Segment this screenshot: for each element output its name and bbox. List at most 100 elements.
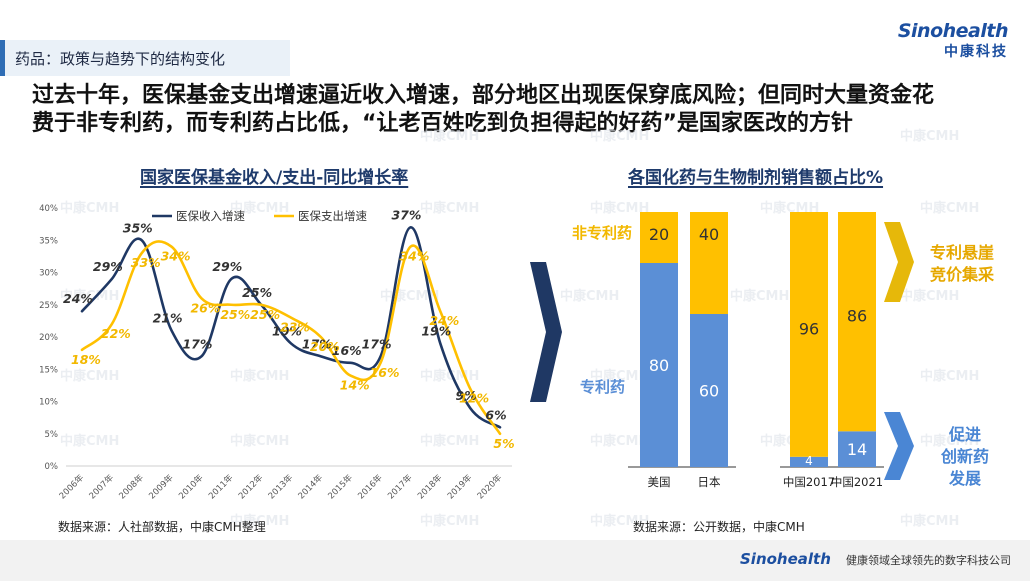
- footer-logo: Sinohealth: [740, 550, 831, 568]
- bar-segment-non-patent: [838, 212, 876, 432]
- y-tick-label: 40%: [39, 204, 58, 214]
- annotation-bottom: 创新药: [940, 447, 989, 466]
- bar-value-label: 86: [847, 307, 867, 326]
- x-tick-label: 2016年: [356, 472, 385, 501]
- data-label: 37%: [391, 207, 421, 222]
- bar-value-label: 40: [699, 225, 719, 244]
- data-label: 22%: [101, 326, 131, 341]
- legend-label: 医保收入增速: [176, 209, 245, 223]
- headline-line-2: 费于非专利药，而专利药占比低，“让老百姓吃到负担得起的好药”是国家医改的方针: [32, 111, 853, 136]
- data-label: 20%: [310, 339, 340, 354]
- bar-segment-patent: [790, 456, 828, 467]
- watermark-text: 中康CMH: [590, 200, 649, 216]
- chevron-arrow-icon: [530, 262, 562, 402]
- y-tick-label: 30%: [39, 269, 58, 279]
- data-label: 12%: [459, 391, 489, 406]
- section-tag: 药品：政策与趋势下的结构变化: [0, 40, 290, 76]
- bar-value-label: 60: [699, 382, 719, 401]
- annotation-top: 专利悬崖: [930, 243, 994, 262]
- watermark-text: 中康CMH: [590, 368, 649, 384]
- category-label: 美国: [648, 475, 671, 489]
- data-label: 16%: [370, 365, 400, 380]
- annotation-bottom: 发展: [948, 469, 982, 488]
- watermark-text: 中康CMH: [900, 513, 959, 529]
- series-line-expense: [80, 240, 502, 436]
- y-tick-label: 15%: [39, 365, 58, 375]
- data-label: 14%: [340, 378, 370, 393]
- data-label: 17%: [302, 336, 332, 351]
- x-tick-label: 2013年: [266, 472, 295, 501]
- watermark-text: 中康CMH: [60, 288, 119, 304]
- x-tick-label: 2008年: [117, 472, 146, 501]
- watermark-layer: 中康CMH 中康CMH 中康CMH 中康CMH 中康CMH 中康CMH 中康CMH 中康CMH…: [60, 128, 979, 529]
- category-label: 中国2017: [783, 475, 835, 489]
- y-tick-label: 0%: [45, 462, 59, 472]
- y-tick-label: 10%: [39, 398, 58, 408]
- line-chart-source: 数据来源：人社部数据，中康CMH整理: [58, 520, 266, 534]
- footer: Sinohealth 健康领域全球领先的数字科技公司: [0, 540, 1030, 581]
- data-label: 6%: [485, 407, 506, 422]
- y-tick-label: 35%: [39, 236, 58, 246]
- data-label: 16%: [332, 343, 362, 358]
- data-label: 34%: [161, 249, 191, 264]
- watermark-text: 中康CMH: [60, 433, 119, 449]
- y-tick-label: 25%: [39, 301, 58, 311]
- brand-logo-cn: 中康科技: [944, 44, 1008, 60]
- bar-segment-patent: [838, 431, 876, 467]
- y-tick-label: 20%: [39, 333, 58, 343]
- watermark-text: 中康CMH: [230, 513, 289, 529]
- section-tag-label: 药品：政策与趋势下的结构变化: [15, 50, 226, 68]
- data-label: 23%: [280, 320, 310, 335]
- brand-logo-en: Sinohealth: [897, 20, 1009, 42]
- x-tick-label: 2014年: [296, 472, 325, 501]
- x-tick-label: 2020年: [475, 472, 504, 501]
- watermark-text: 中康CMH: [230, 433, 289, 449]
- bar-segment-patent: [640, 263, 678, 467]
- data-label: 25%: [242, 285, 272, 300]
- watermark-text: 中康CMH: [420, 200, 479, 216]
- watermark-text: 中康CMH: [420, 513, 479, 529]
- x-tick-label: 2012年: [236, 472, 265, 501]
- watermark-text: 中康CMH: [590, 128, 649, 144]
- watermark-text: 中康CMH: [230, 200, 289, 216]
- x-tick-label: 2019年: [445, 472, 474, 501]
- x-tick-label: 2011年: [206, 472, 235, 501]
- watermark-text: 中康CMH: [420, 433, 479, 449]
- bar-value-label: 96: [799, 319, 819, 338]
- watermark-text: 中康CMH: [900, 128, 959, 144]
- watermark-text: 中康CMH: [60, 200, 119, 216]
- brand-logo: Sinohealth 中康科技: [897, 20, 1009, 61]
- annotation-top: 竞价集采: [930, 265, 994, 284]
- watermark-text: 中康CMH: [920, 368, 979, 384]
- data-label: 9%: [456, 388, 477, 403]
- y-tick-label: 5%: [45, 430, 59, 440]
- data-label: 34%: [399, 249, 429, 264]
- data-label: 35%: [123, 220, 153, 235]
- data-label: 25%: [250, 307, 280, 322]
- headline-line-1: 过去十年，医保基金支出增速逼近收入增速，部分地区出现医保穿底风险；但同时大量资金…: [32, 83, 935, 108]
- bar-segment-non-patent: [790, 212, 828, 457]
- x-tick-label: 2010年: [176, 472, 205, 501]
- bar-chart-title: 各国化药与生物制剂销售额占比%: [628, 168, 884, 188]
- data-label: 33%: [131, 255, 161, 270]
- top-bar: [0, 0, 1030, 10]
- data-label: 24%: [63, 291, 93, 306]
- line-chart: 0% 5% 10% 15% 20% 25% 30% 35% 40% 2006年 2007年 2008年…: [39, 204, 515, 501]
- series-name-non-patent: 非专利药: [572, 224, 632, 242]
- watermark-text: 中康CMH: [920, 433, 979, 449]
- data-label: 17%: [362, 336, 392, 351]
- x-tick-label: 2015年: [326, 472, 355, 501]
- x-tick-label: 2018年: [415, 472, 444, 501]
- line-chart-title: 国家医保基金收入/支出-同比增长率: [140, 168, 409, 188]
- watermark-text: 中康CMH: [560, 288, 619, 304]
- x-tick-label: 2006年: [57, 472, 86, 501]
- arrow-right-gold-icon: [884, 222, 914, 302]
- watermark-text: 中康CMH: [420, 368, 479, 384]
- bar-chart-source: 数据来源：公开数据，中康CMH: [633, 520, 805, 534]
- arrow-right-blue-icon: [884, 412, 914, 480]
- series-name-patent: 专利药: [580, 378, 625, 396]
- footer-slogan: 健康领域全球领先的数字科技公司: [846, 554, 1011, 567]
- x-tick-label: 2017年: [385, 472, 414, 501]
- category-label: 中国2021: [831, 475, 883, 489]
- data-label: 29%: [93, 259, 123, 274]
